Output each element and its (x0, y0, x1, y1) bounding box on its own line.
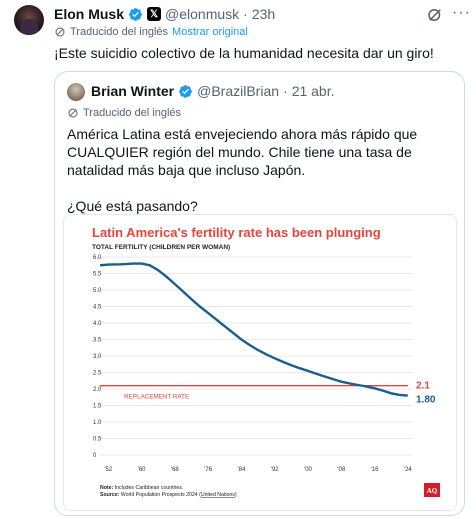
quoted-date[interactable]: 21 abr. (291, 83, 335, 99)
x-affiliation-icon: 𝕏 (147, 7, 162, 21)
y-tick-label: 6.0 (93, 255, 102, 261)
show-original-link[interactable]: Mostrar original (172, 26, 248, 38)
x-tick-label: '92 (271, 467, 279, 473)
replacement-rate-label: REPLACEMENT RATE (124, 394, 189, 401)
y-tick-label: 1.5 (93, 404, 102, 410)
verified-badge-icon (129, 7, 142, 21)
chart-title: Latin America's fertility rate has been … (92, 225, 381, 240)
source-label: Source: (100, 492, 120, 498)
fertility-chart: Latin America's fertility rate has been … (92, 225, 440, 498)
source-end: ) (235, 492, 237, 498)
translated-label: Traducido del inglés (70, 26, 169, 38)
quoted-header: Brian Winter @BrazilBrian · 21 abr. (91, 83, 335, 99)
y-tick-label: 4.0 (93, 321, 102, 327)
source-link: United Nations (201, 492, 235, 498)
end-value-label: 1.80 (416, 395, 436, 406)
author-handle[interactable]: @elonmusk (165, 6, 240, 22)
replacement-value-label: 2.1 (416, 381, 430, 392)
quoted-avatar[interactable] (67, 83, 85, 101)
y-tick-label: 0 (93, 453, 97, 459)
translate-icon (55, 27, 65, 37)
chart-image[interactable]: Latin America's fertility rate has been … (63, 214, 457, 511)
quoted-text: América Latina está envejeciendo ahora m… (67, 126, 418, 214)
y-tick-label: 2.5 (93, 371, 102, 377)
x-tick-label: '84 (238, 467, 246, 473)
grok-icon[interactable] (426, 6, 444, 24)
quoted-author-name[interactable]: Brian Winter (91, 83, 175, 99)
y-tick-label: 5.5 (93, 272, 102, 278)
tweet-header: Elon Musk 𝕏 @elonmusk · 23h (54, 5, 275, 23)
y-tick-label: 1.0 (93, 420, 102, 426)
y-tick-label: 2.0 (93, 387, 102, 393)
x-tick-label: '24 (404, 467, 412, 473)
chart-ylabel: TOTAL FERTILITY (CHILDREN PER WOMAN) (92, 244, 230, 251)
separator-dot: · (243, 6, 248, 22)
x-tick-label: '16 (371, 467, 379, 473)
x-tick-label: '52 (104, 467, 112, 473)
separator-dot: · (283, 83, 288, 99)
quoted-translation-note: Traducido del inglés (67, 107, 181, 119)
chart-note: Note: Includes Caribbean countries. (100, 485, 183, 491)
verified-badge-icon (179, 84, 193, 98)
translation-note: Traducido del inglés Mostrar original (54, 26, 248, 38)
chart-source: Source: World Population Prospects 2024 … (100, 492, 237, 498)
x-tick-label: '60 (138, 467, 146, 473)
more-icon[interactable]: ··· (452, 4, 471, 21)
translate-icon (68, 108, 78, 118)
source-text: World Population Prospects 2024 ( (119, 492, 201, 498)
tweet-time[interactable]: 23h (251, 6, 276, 22)
y-tick-label: 5.0 (93, 288, 102, 294)
note-label: Note: (100, 485, 114, 491)
author-name[interactable]: Elon Musk (54, 6, 125, 22)
fertility-line (99, 262, 408, 397)
quoted-tweet[interactable]: Brian Winter @BrazilBrian · 21 abr. Trad… (54, 71, 465, 516)
note-text: Includes Caribbean countries. (113, 485, 183, 491)
y-tick-label: 0.5 (93, 437, 102, 443)
y-tick-label: 4.5 (93, 305, 102, 311)
x-tick-label: '00 (304, 467, 312, 473)
y-tick-label: 3.5 (93, 338, 102, 344)
x-tick-label: '76 (204, 467, 212, 473)
aq-logo: AQ (427, 487, 438, 495)
quoted-author-handle[interactable]: @BrazilBrian (197, 83, 280, 99)
x-tick-label: '68 (171, 467, 179, 473)
aq-logo-box (424, 483, 440, 497)
y-tick-label: 3.0 (93, 354, 102, 360)
avatar[interactable] (14, 5, 44, 35)
tweet-text: ¡Este suicidio colectivo de la humanidad… (54, 45, 434, 61)
translated-label: Traducido del inglés (83, 107, 182, 119)
x-tick-label: '08 (337, 467, 345, 473)
